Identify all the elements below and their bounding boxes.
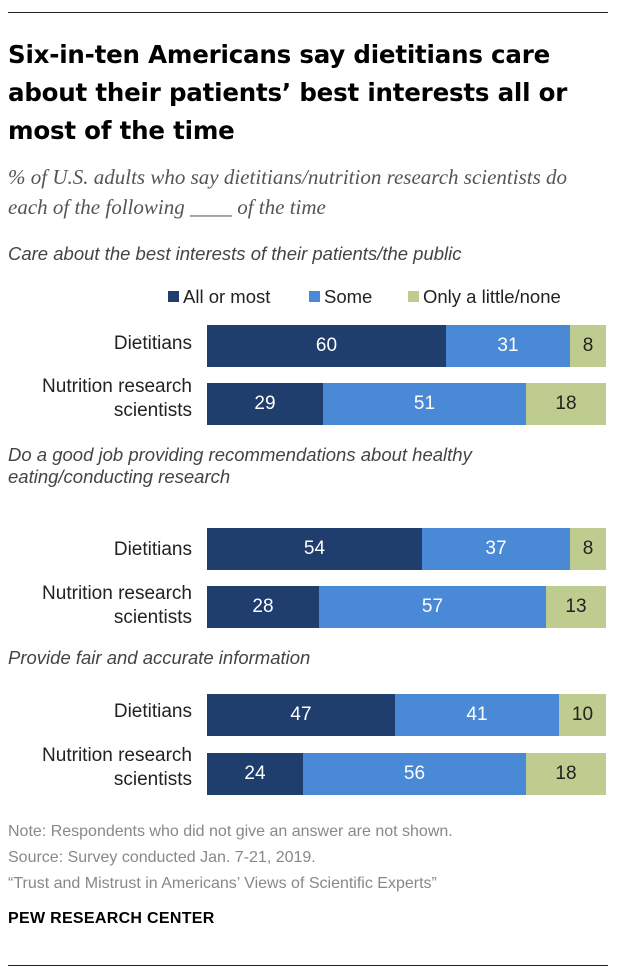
data-label-all-or-most: 29 <box>254 393 276 414</box>
bar-dietitians-good-job: 54 37 8 <box>207 528 606 570</box>
legend-item-all-or-most: All or most <box>168 286 270 308</box>
data-label-only-little-none: 8 <box>582 335 594 356</box>
bottom-rule <box>8 965 608 966</box>
bar-segment-all-or-most: 29 <box>207 383 323 425</box>
chart-title: Six-in-ten Americans say dietitians care… <box>8 40 568 145</box>
data-label-some: 37 <box>485 538 507 559</box>
data-label-all-or-most: 60 <box>315 335 338 356</box>
data-label-all-or-most: 47 <box>290 704 312 725</box>
bar-segment-some: 51 <box>323 383 526 425</box>
row-label-scientists-fair-accurate: Nutrition research scientists <box>42 745 192 790</box>
bar-segment-all-or-most: 24 <box>207 753 303 795</box>
row-label-scientists-good-job: Nutrition research scientists <box>42 583 192 628</box>
bar-scientists-care: 29 51 18 <box>207 383 606 425</box>
bar-segment-some: 56 <box>303 753 526 795</box>
data-label-only-little-none: 10 <box>571 704 594 725</box>
data-label-some: 41 <box>466 704 488 725</box>
legend-label-all-or-most: All or most <box>183 286 271 307</box>
bar-dietitians-care: 60 31 8 <box>207 325 606 367</box>
legend-item-some: Some <box>309 286 372 308</box>
bar-segment-only-little-none: 8 <box>570 325 606 367</box>
pew-research-center-logo-text: PEW RESEARCH CENTER <box>8 910 215 927</box>
data-label-some: 57 <box>421 596 444 617</box>
source-text: Source: Survey conducted Jan. 7-21, 2019… <box>8 849 316 866</box>
bar-segment-only-little-none: 18 <box>526 753 606 795</box>
bar-segment-some: 31 <box>446 325 570 367</box>
group-label-good-job: Do a good job providing recommendations … <box>8 444 472 487</box>
top-rule <box>8 12 608 13</box>
bar-segment-all-or-most: 28 <box>207 586 319 628</box>
data-label-some: 56 <box>403 763 426 784</box>
bar-segment-only-little-none: 18 <box>526 383 606 425</box>
data-label-only-little-none: 18 <box>555 763 577 784</box>
legend-swatch-only-little-none <box>408 291 419 302</box>
bar-segment-all-or-most: 47 <box>207 694 395 736</box>
bar-segment-some: 41 <box>395 694 559 736</box>
bar-dietitians-fair-accurate: 47 41 10 <box>207 694 606 736</box>
group-label-care: Care about the best interests of their p… <box>8 243 462 264</box>
data-label-some: 51 <box>413 393 436 414</box>
chart-subtitle: % of U.S. adults who say dietitians/nutr… <box>8 165 568 219</box>
bar-segment-only-little-none: 10 <box>559 694 606 736</box>
row-label-dietitians-fair-accurate: Dietitians <box>113 701 192 722</box>
bar-segment-only-little-none: 13 <box>546 586 606 628</box>
note-text: Note: Respondents who did not give an an… <box>8 823 453 840</box>
bar-scientists-fair-accurate: 24 56 18 <box>207 753 606 795</box>
report-title-text: “Trust and Mistrust in Americans’ Views … <box>8 875 437 892</box>
legend-label-some: Some <box>324 286 373 307</box>
row-label-dietitians-good-job: Dietitians <box>113 539 192 560</box>
bar-segment-some: 37 <box>422 528 570 570</box>
row-label-dietitians-care: Dietitians <box>113 333 192 354</box>
bar-segment-only-little-none: 8 <box>570 528 606 570</box>
data-label-some: 31 <box>497 335 519 356</box>
data-label-only-little-none: 8 <box>582 538 594 559</box>
data-label-only-little-none: 13 <box>565 596 587 617</box>
data-label-all-or-most: 54 <box>303 538 326 559</box>
legend: All or most Some Only a little/none <box>0 286 600 308</box>
bar-scientists-good-job: 28 57 13 <box>207 586 606 628</box>
bar-segment-all-or-most: 60 <box>207 325 446 367</box>
data-label-only-little-none: 18 <box>555 393 577 414</box>
row-label-scientists-care: Nutrition research scientists <box>42 376 192 421</box>
legend-label-only-little-none: Only a little/none <box>423 286 561 307</box>
legend-swatch-some <box>309 291 320 302</box>
bar-segment-some: 57 <box>319 586 546 628</box>
data-label-all-or-most: 28 <box>252 596 274 617</box>
legend-item-only-little-none: Only a little/none <box>408 286 561 308</box>
legend-swatch-all-or-most <box>168 291 179 302</box>
group-label-fair-accurate: Provide fair and accurate information <box>8 647 311 668</box>
data-label-all-or-most: 24 <box>244 763 266 784</box>
bar-segment-all-or-most: 54 <box>207 528 422 570</box>
